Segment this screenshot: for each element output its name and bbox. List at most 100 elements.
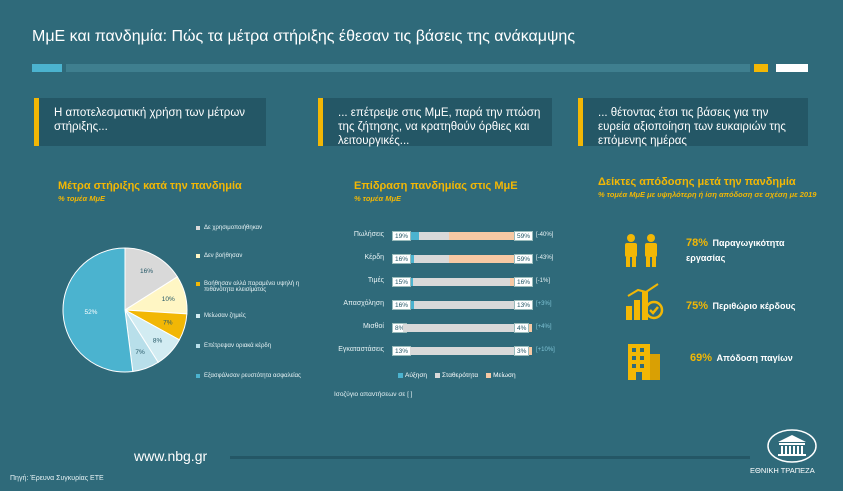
pie-slice-label: 16% bbox=[140, 268, 153, 275]
pie-legend-item: Δε χρησιμοποιήθηκαν bbox=[196, 225, 302, 231]
bar-value-label: 13% bbox=[514, 300, 534, 310]
box-accent bbox=[318, 98, 323, 146]
bar-segment-decrease bbox=[449, 232, 532, 240]
bar-balance-label: [-40%] bbox=[536, 232, 554, 238]
bar-row: 8% 4% bbox=[392, 323, 532, 333]
website-link[interactable]: www.nbg.gr bbox=[134, 448, 208, 464]
intro-box-3: ... θέτοντας έτσι τις βάσεις για την ευρ… bbox=[578, 98, 808, 147]
bar-balance-label: [+10%] bbox=[536, 347, 555, 353]
legend-label: Βοήθησαν αλλά παραμένει υψηλή η πιθανότη… bbox=[204, 281, 300, 293]
kpi-subtitle: % τομέα ΜμΕ με υψηλότερη ή ίση απόδοση σ… bbox=[598, 190, 817, 199]
pie-slice bbox=[124, 247, 179, 311]
bar-category-label: Μισθοί bbox=[362, 323, 384, 330]
legend-label: Μείωση bbox=[493, 372, 516, 379]
bar-row: 16% 13% bbox=[392, 300, 534, 310]
pie-legend-item: Δεν βοήθησαν bbox=[196, 253, 302, 259]
legend-label: Σταθερότητα bbox=[442, 372, 479, 379]
bar-chart: Πωλήσεις 19% 59% [-40%] Κέρδη 16% 59% [-43%] Τιμ… bbox=[330, 230, 570, 370]
pie-legend-item: Εξασφάλισαν ρευστότητα ασφαλείας bbox=[196, 373, 302, 379]
page-title: ΜμΕ και πανδημία: Πώς τα μέτρα στήριξης … bbox=[32, 28, 576, 45]
bar-note: Ισοζύγιο απαντήσεων σε [ ] bbox=[334, 391, 413, 398]
box-accent bbox=[578, 98, 583, 146]
pie-slice bbox=[62, 247, 134, 373]
legend-stable: Σταθερότητα bbox=[435, 372, 478, 379]
header-yellow-block bbox=[754, 64, 768, 72]
pie-slice-label: 7% bbox=[163, 319, 173, 326]
bar-legend: Αύξηση Σταθερότητα Μείωση bbox=[398, 372, 516, 379]
box-accent bbox=[34, 98, 39, 146]
header-white-block bbox=[776, 64, 808, 72]
intro-box-text: Η αποτελεσματική χρήση των μέτρων στήριξ… bbox=[54, 107, 246, 133]
legend-swatch bbox=[196, 282, 200, 286]
intro-box-1: Η αποτελεσματική χρήση των μέτρων στήριξ… bbox=[34, 98, 266, 146]
bar-category-label: Απασχόληση bbox=[343, 300, 384, 307]
kpi-value: 78% bbox=[686, 237, 709, 249]
bank-name: ΕΘΝΙΚΗ ΤΡΑΠΕΖΑ bbox=[750, 466, 815, 475]
bar-value-label: 16% bbox=[392, 254, 412, 264]
legend-swatch bbox=[196, 314, 200, 318]
bar-balance-label: [+3%] bbox=[536, 301, 552, 307]
bar-balance-label: [+4%] bbox=[536, 324, 552, 330]
bar-category-label: Εγκαταστάσεις bbox=[338, 346, 384, 353]
kpi-item-assets: 69% Απόδοση παγίων bbox=[690, 348, 793, 366]
bar-balance-label: [-43%] bbox=[536, 255, 554, 261]
footer-divider bbox=[230, 456, 750, 459]
intro-box-text: ... θέτοντας έτσι τις βάσεις για την ευρ… bbox=[598, 107, 786, 147]
pie-slice-label: 10% bbox=[162, 296, 175, 303]
bar-segment-stable bbox=[410, 347, 528, 355]
legend-label: Επέτρεψαν οριακά κέρδη bbox=[204, 343, 272, 349]
pie-chart: 16% 10% 7% 8% 7% 52% bbox=[62, 247, 188, 373]
legend-label: Εξασφάλισαν ρευστότητα ασφαλείας bbox=[204, 373, 301, 379]
bar-title: Επίδραση πανδημίας στις ΜμΕ bbox=[354, 180, 518, 192]
bar-category-label: Κέρδη bbox=[364, 254, 384, 261]
pie-slice-label: 52% bbox=[84, 309, 97, 316]
source-note: Πηγή: Έρευνα Συγκυρίας ΕΤΕ bbox=[10, 475, 104, 482]
legend-swatch bbox=[196, 226, 200, 230]
header-accent-bar bbox=[32, 64, 62, 72]
pie-legend-item: Επέτρεψαν οριακά κέρδη bbox=[196, 343, 302, 349]
bar-row: 16% 59% bbox=[392, 254, 534, 264]
building-icon bbox=[628, 344, 660, 380]
bar-row: 15% 16% bbox=[392, 277, 534, 287]
legend-swatch bbox=[196, 344, 200, 348]
bar-subtitle: % τομέα ΜμΕ bbox=[354, 194, 402, 203]
pie-title: Μέτρα στήριξης κατά την πανδημία bbox=[58, 180, 242, 192]
pie-legend-item: Μείωσαν ζημιές bbox=[196, 313, 302, 319]
legend-label: Δεν βοήθησαν bbox=[204, 253, 243, 259]
bar-value-label: 15% bbox=[392, 277, 412, 287]
legend-increase: Αύξηση bbox=[398, 372, 427, 379]
header-divider bbox=[66, 64, 750, 72]
bar-segment-stable bbox=[413, 278, 510, 286]
bar-value-label: 13% bbox=[392, 346, 412, 356]
bar-value-label: 59% bbox=[514, 231, 534, 241]
kpi-item-margin: 75% Περιθώριο κέρδους bbox=[686, 296, 795, 314]
legend-decrease: Μείωση bbox=[486, 372, 516, 379]
pie-slice-label: 7% bbox=[135, 349, 145, 356]
workers-icon bbox=[625, 234, 657, 267]
bar-segment-stable bbox=[418, 232, 450, 240]
legend-label: Δε χρησιμοποιήθηκαν bbox=[204, 225, 263, 231]
bar-value-label: 19% bbox=[392, 231, 412, 241]
bar-value-label: 16% bbox=[392, 300, 412, 310]
legend-swatch bbox=[196, 254, 200, 258]
bar-segment-decrease bbox=[449, 255, 532, 263]
bar-row: 19% 59% bbox=[392, 231, 534, 241]
pie-legend-item: Βοήθησαν αλλά παραμένει υψηλή η πιθανότη… bbox=[196, 281, 302, 293]
legend-swatch bbox=[196, 374, 200, 378]
intro-box-text: ... επέτρεψε στις ΜμΕ, παρά την πτώση τη… bbox=[338, 107, 541, 147]
kpi-title: Δείκτες απόδοσης μετά την πανδημία bbox=[598, 176, 796, 188]
bar-segment-stable bbox=[414, 255, 450, 263]
bar-value-label: 59% bbox=[514, 254, 534, 264]
pie-slice-label: 8% bbox=[153, 338, 163, 345]
kpi-item-productivity: 78% Παραγωγικότητα εργασίας bbox=[686, 235, 806, 265]
bar-value-label: 4% bbox=[514, 323, 530, 333]
legend-label: Αύξηση bbox=[405, 372, 428, 379]
bar-segment-stable bbox=[403, 324, 527, 332]
bar-segment-decrease bbox=[527, 347, 532, 355]
bar-value-label: 3% bbox=[514, 346, 530, 356]
pie-subtitle: % τομέα ΜμΕ bbox=[58, 194, 106, 203]
bar-balance-label: [-1%] bbox=[536, 278, 551, 284]
bar-category-label: Πωλήσεις bbox=[353, 231, 384, 238]
kpi-label: Περιθώριο κέρδους bbox=[712, 301, 796, 311]
bank-logo-icon bbox=[767, 429, 817, 463]
